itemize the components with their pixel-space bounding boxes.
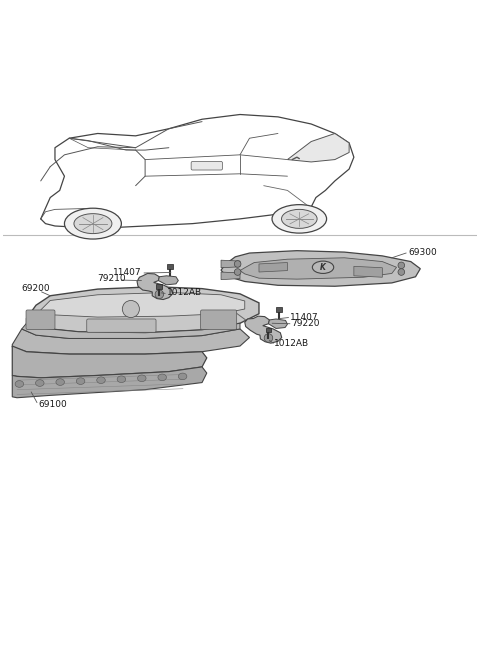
Polygon shape [12, 367, 207, 398]
Circle shape [122, 300, 139, 318]
Bar [265, 327, 271, 333]
Ellipse shape [312, 261, 334, 274]
Ellipse shape [158, 374, 167, 380]
Ellipse shape [117, 376, 126, 382]
Text: 69300: 69300 [408, 247, 437, 256]
Ellipse shape [74, 214, 112, 234]
Circle shape [234, 269, 241, 276]
Polygon shape [41, 293, 245, 317]
Polygon shape [268, 319, 288, 329]
Polygon shape [12, 346, 207, 378]
FancyBboxPatch shape [87, 319, 156, 333]
Text: 1012AB: 1012AB [167, 289, 202, 297]
Polygon shape [221, 272, 240, 279]
Polygon shape [221, 260, 240, 268]
Circle shape [264, 334, 273, 342]
Ellipse shape [272, 205, 326, 233]
Text: 11407: 11407 [290, 313, 318, 321]
Text: 1012AB: 1012AB [274, 339, 309, 348]
Ellipse shape [64, 208, 121, 239]
Ellipse shape [76, 378, 85, 384]
Polygon shape [26, 287, 259, 333]
Ellipse shape [96, 377, 105, 384]
Polygon shape [288, 133, 349, 162]
Text: 79210: 79210 [97, 274, 126, 283]
Ellipse shape [56, 379, 64, 386]
Text: 79220: 79220 [291, 319, 320, 328]
Bar [167, 264, 173, 269]
Text: 69200: 69200 [22, 284, 50, 293]
Circle shape [234, 260, 241, 267]
Polygon shape [22, 323, 240, 338]
Text: 11407: 11407 [113, 268, 142, 277]
Polygon shape [245, 316, 282, 343]
Polygon shape [12, 329, 250, 354]
Polygon shape [259, 262, 288, 272]
Polygon shape [137, 274, 173, 300]
FancyBboxPatch shape [191, 161, 222, 170]
FancyBboxPatch shape [201, 310, 237, 329]
Ellipse shape [137, 375, 146, 382]
Polygon shape [221, 251, 420, 286]
Text: 69100: 69100 [38, 400, 67, 409]
Polygon shape [158, 276, 179, 285]
Ellipse shape [36, 380, 44, 386]
Ellipse shape [179, 373, 187, 380]
Bar [276, 307, 282, 312]
Ellipse shape [281, 209, 317, 228]
Polygon shape [354, 266, 383, 277]
Polygon shape [240, 258, 396, 279]
Circle shape [155, 290, 164, 298]
Ellipse shape [15, 380, 24, 387]
Circle shape [398, 262, 405, 269]
Text: K: K [320, 263, 326, 272]
FancyBboxPatch shape [26, 310, 55, 329]
Circle shape [398, 269, 405, 276]
Bar [156, 284, 162, 289]
